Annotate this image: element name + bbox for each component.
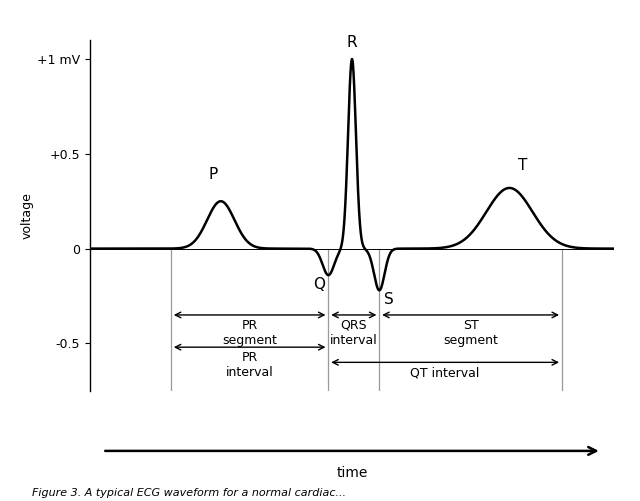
Text: S: S [384,292,394,307]
Text: R: R [347,35,357,50]
Text: PR
interval: PR interval [226,351,273,379]
Text: time: time [336,466,368,480]
Y-axis label: voltage: voltage [21,192,34,239]
Text: Figure 3. A typical ECG waveform for a normal cardiac...: Figure 3. A typical ECG waveform for a n… [32,488,346,498]
Text: QT interval: QT interval [410,366,480,379]
Text: Q: Q [313,277,325,292]
Text: P: P [208,167,218,182]
Text: ST
segment: ST segment [443,319,498,347]
Text: T: T [518,158,527,173]
Text: PR
segment: PR segment [222,319,277,347]
Text: QRS
interval: QRS interval [330,319,378,347]
